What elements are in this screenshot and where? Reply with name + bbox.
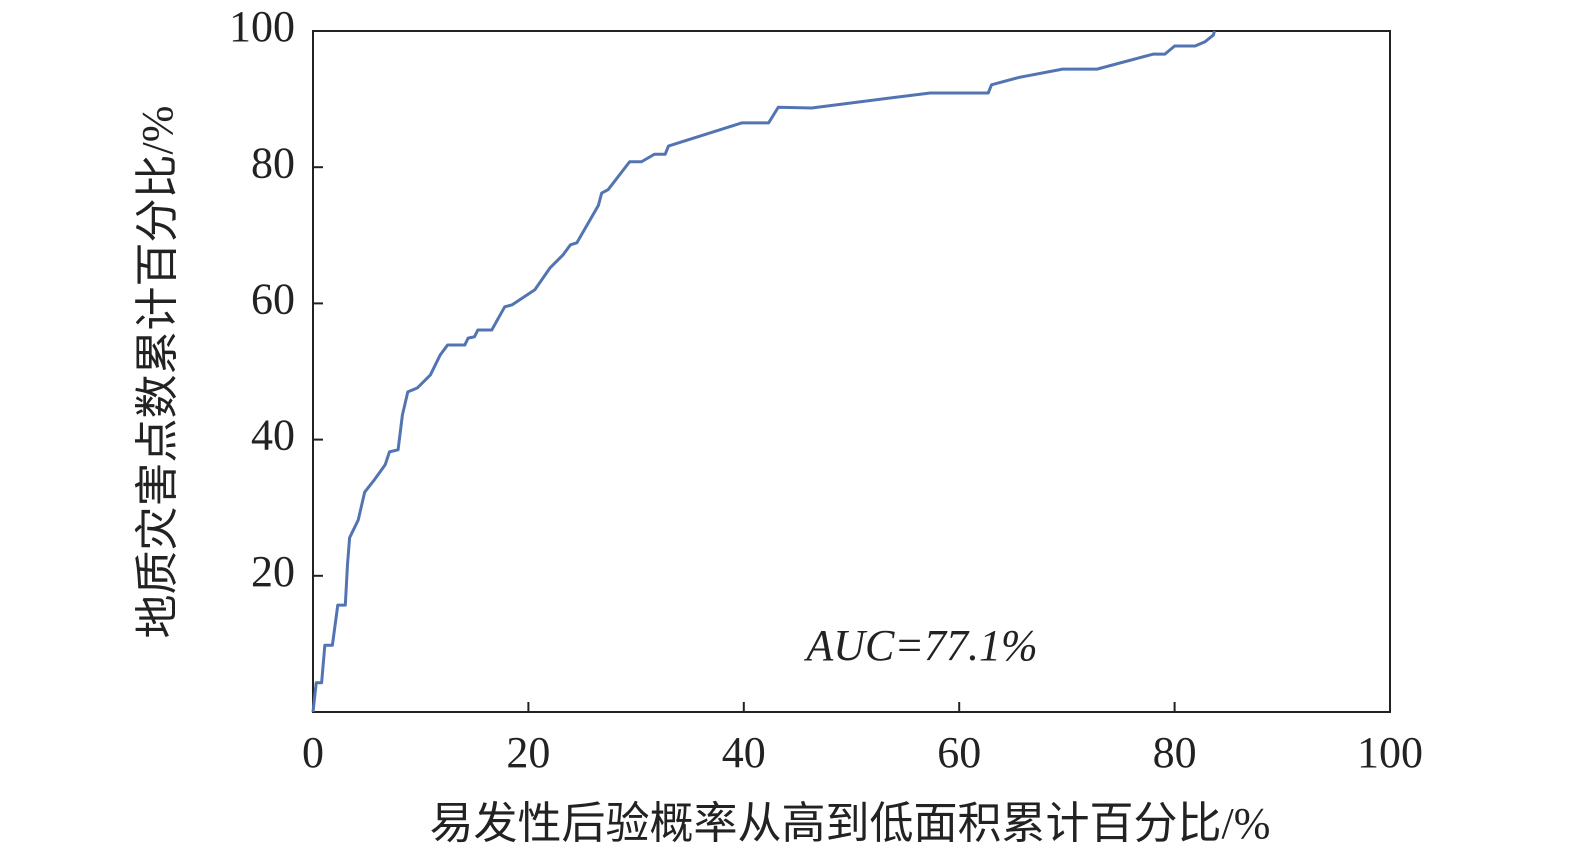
x-tick-label: 40 — [722, 728, 766, 777]
annotation: AUC=77.1% — [803, 621, 1037, 670]
y-tick-label: 20 — [251, 547, 295, 596]
x-tick-label: 0 — [302, 728, 324, 777]
x-tick-label: 20 — [506, 728, 550, 777]
data-line — [311, 30, 1216, 713]
x-axis-title: 易发性后验概率从高到低面积累计百分比/% — [430, 799, 1271, 848]
y-tick-label: 60 — [251, 274, 295, 323]
y-tick-label: 40 — [251, 411, 295, 460]
y-tick-label: 100 — [229, 2, 295, 51]
x-tick-label: 100 — [1357, 728, 1423, 777]
y-tick-label: 80 — [251, 138, 295, 187]
plot-frame — [312, 30, 1391, 713]
x-tick-label: 80 — [1153, 728, 1197, 777]
y-axis-title: 地质灾害点数累计百分比/% — [133, 106, 182, 639]
x-tick-label: 60 — [937, 728, 981, 777]
